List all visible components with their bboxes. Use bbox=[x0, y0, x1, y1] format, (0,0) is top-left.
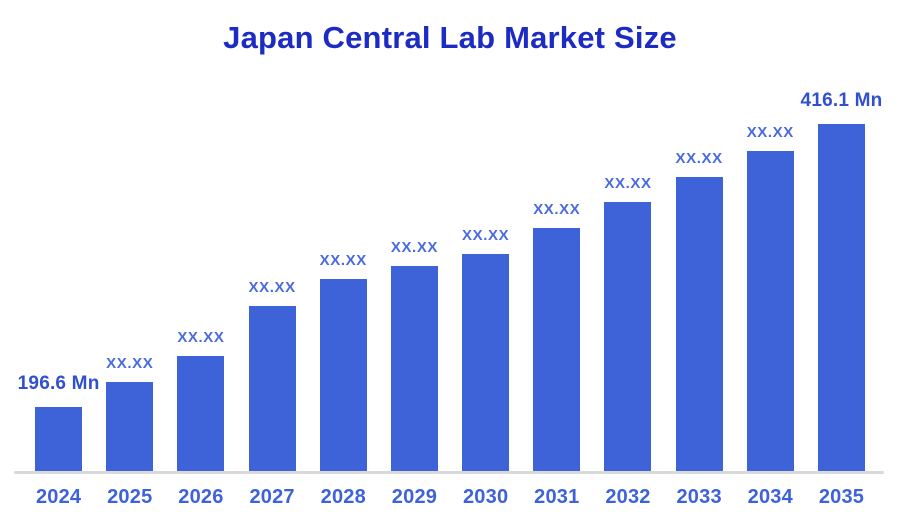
bar-placeholder-label-2031: XX.XX bbox=[533, 201, 581, 218]
bar-placeholder-label-2029: XX.XX bbox=[390, 239, 439, 256]
bar-2025 bbox=[106, 382, 154, 471]
bar-2027 bbox=[248, 306, 296, 471]
bar-column-2033: XX.XX bbox=[664, 150, 735, 471]
bar-placeholder-label-2027: XX.XX bbox=[248, 279, 296, 296]
bar-2032 bbox=[604, 202, 652, 471]
bar-2029 bbox=[390, 266, 438, 471]
bar-placeholder-label-2028: XX.XX bbox=[319, 252, 367, 269]
x-axis-tick-label-2026: 2026 bbox=[178, 486, 224, 508]
bar-column-2026: XX.XX bbox=[165, 329, 236, 471]
bar-placeholder-label-2030: XX.XX bbox=[462, 227, 510, 244]
bar-placeholder-label-2034: XX.XX bbox=[746, 124, 794, 141]
x-axis-labels: 2024 2025 2026 2027 2028 2029 2030 2031 2032 2033… bbox=[23, 486, 877, 509]
x-axis-tick-label-2035: 2035 bbox=[818, 486, 865, 508]
bar-2028 bbox=[319, 279, 367, 471]
bar-2030 bbox=[462, 254, 510, 471]
x-axis-tick-label-2032: 2032 bbox=[605, 486, 651, 508]
x-axis-tick-label-2029: 2029 bbox=[391, 486, 438, 508]
x-axis-tick-label-2024: 2024 bbox=[35, 486, 82, 508]
bar-placeholder-label-2032: XX.XX bbox=[604, 175, 652, 192]
bar-column-2029: XX.XX bbox=[379, 239, 450, 471]
bar-2024 bbox=[35, 407, 83, 471]
bar-column-2024: 196.6 Mn bbox=[18, 373, 99, 471]
x-axis-tick-label-2034: 2034 bbox=[747, 486, 793, 508]
x-axis-line bbox=[14, 471, 884, 474]
bar-value-label-2035: 416.1 Mn bbox=[800, 90, 883, 111]
bar-2026 bbox=[177, 356, 225, 471]
bar-column-2034: XX.XX bbox=[735, 124, 806, 471]
bar-2035 bbox=[817, 124, 865, 471]
x-axis-tick-label-2030: 2030 bbox=[462, 486, 509, 508]
x-axis-tick-label-2031: 2031 bbox=[534, 486, 580, 508]
bar-column-2030: XX.XX bbox=[450, 227, 521, 471]
bar-placeholder-label-2033: XX.XX bbox=[675, 150, 723, 167]
bar-column-2035: 416.1 Mn bbox=[801, 90, 882, 471]
chart-title: Japan Central Lab Market Size bbox=[223, 20, 677, 55]
x-axis-tick-label-2033: 2033 bbox=[676, 486, 722, 508]
bar-chart-plot-area: 196.6 Mn XX.XX XX.XX XX.XX XX.XX XX.XX XX.XX XX… bbox=[18, 0, 882, 471]
bar-column-2028: XX.XX bbox=[308, 252, 379, 471]
x-axis-tick-label-2027: 2027 bbox=[249, 486, 295, 508]
bar-value-label-2024: 196.6 Mn bbox=[17, 373, 100, 394]
bar-placeholder-label-2026: XX.XX bbox=[177, 329, 225, 346]
bar-column-2031: XX.XX bbox=[521, 201, 592, 471]
bar-placeholder-label-2025: XX.XX bbox=[106, 355, 154, 372]
x-axis-tick-label-2028: 2028 bbox=[320, 486, 366, 508]
bar-column-2025: XX.XX bbox=[94, 355, 165, 471]
bar-column-2027: XX.XX bbox=[237, 279, 308, 471]
bar-column-2032: XX.XX bbox=[592, 175, 663, 471]
bar-2034 bbox=[746, 151, 794, 471]
bar-2033 bbox=[675, 177, 723, 471]
bar-2031 bbox=[533, 228, 581, 471]
x-axis-tick-label-2025: 2025 bbox=[107, 486, 153, 508]
